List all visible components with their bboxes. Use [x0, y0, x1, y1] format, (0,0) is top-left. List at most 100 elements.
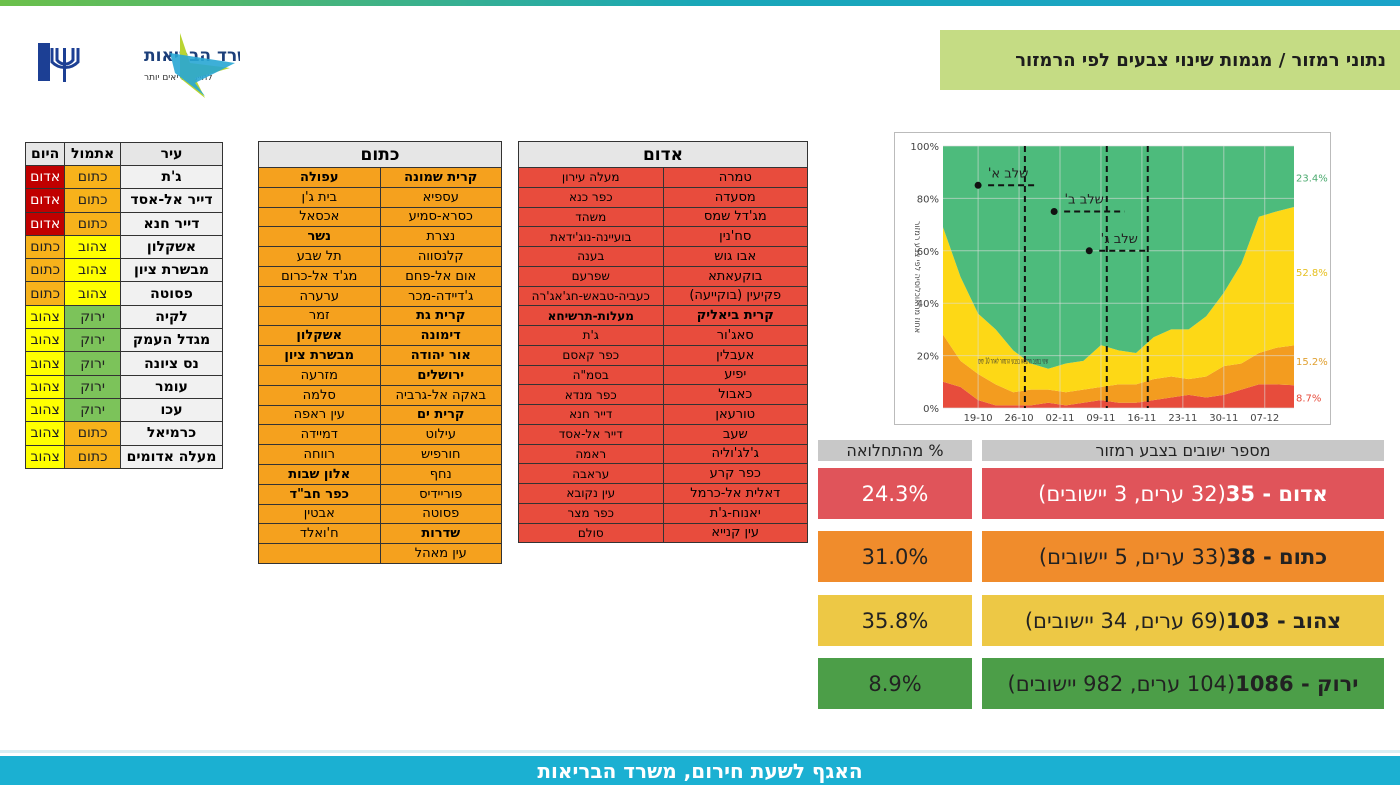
city-cell: ג'ת: [518, 325, 664, 346]
city-cell: נצרת: [379, 226, 502, 248]
table-row: עילוט דמיידה: [258, 424, 502, 446]
table-row: פסוטה אבטין: [258, 503, 502, 525]
city-cell: כעביה-טבאש-חג'אג'רה: [518, 285, 664, 307]
city-cell: סח'נין: [662, 226, 808, 247]
end-value-label: 23.4%: [1296, 173, 1328, 184]
city-cell: עפולה: [258, 167, 381, 188]
city-cell: ערערה: [258, 285, 381, 307]
table-row: סח'נין בועיינה-נוג'ידאת: [518, 226, 808, 247]
city-cell: יאנוח-ג'ת: [662, 502, 808, 524]
yesterday-cell: כתום: [64, 188, 121, 213]
city-cell: בועיינה-נוג'ידאת: [518, 226, 664, 247]
city-cell: קרית ים: [379, 404, 502, 426]
table-row: יפיע בסמ"ה: [518, 364, 808, 386]
table-row: כפר קרע עראבה: [518, 463, 808, 484]
logo-graphic: משרד הבריאות לחיים בריאים יותר: [38, 33, 262, 98]
city-cell: קרית שמונה: [379, 167, 502, 188]
stat-pct-box: 35.8%: [818, 595, 972, 646]
stat-pct-box: 31.0%: [818, 531, 972, 582]
x-tick-label: 16-11: [1127, 413, 1156, 424]
table-row: ג'לג'וליה ראמה: [518, 443, 808, 465]
city-cell: דייר אל-אסד: [120, 188, 223, 213]
footer-divider: [0, 750, 1400, 753]
table-row: עכו ירוק צהוב: [24, 397, 223, 423]
city-cell: ג'דיידה-מכר: [379, 285, 502, 307]
city-cell: [258, 543, 381, 564]
table-row: סאג'ור ג'ת: [518, 325, 808, 346]
top-accent-bar: [0, 0, 1400, 6]
stage-marker: [1085, 247, 1093, 255]
today-cell: כתום: [24, 258, 66, 283]
city-cell: אור יהודה: [379, 345, 502, 366]
stat-detail: (104 ערים, 982 יישובים): [1007, 671, 1236, 696]
stats-header-pct: % מהתחלואה: [818, 440, 972, 461]
table-row: ג'ת כתום אדום: [24, 164, 223, 190]
table-row: יאנוח-ג'ת כפר מצר: [518, 502, 808, 524]
city-cell: ירושלים: [379, 364, 502, 386]
city-cell: חורפיש: [379, 444, 502, 465]
stat-count-box: אדום - 35 (32 ערים, 3 יישובים): [982, 468, 1384, 519]
table-row: קרית גת זמר: [258, 305, 502, 327]
annotation-text: שינוי במצב מתבטא בצבעי הרמזור לאחר 10 ימ…: [978, 356, 1048, 365]
city-cell: זמר: [258, 305, 381, 327]
yesterday-cell: צהוב: [64, 258, 121, 283]
city-cell: בסמ"ה: [518, 364, 664, 386]
city-cell: כאבול: [662, 384, 808, 405]
today-cell: צהוב: [24, 304, 66, 330]
city-cell: מעלה עירון: [518, 167, 664, 188]
stat-detail: (33 ערים, 5 יישובים): [1038, 544, 1227, 569]
city-cell: מבשרת ציון: [258, 345, 381, 366]
city-cell: עראבה: [518, 463, 664, 484]
stage-marker: [1050, 208, 1058, 215]
menorah-emblem-icon: [38, 43, 80, 82]
city-cell: סאג'ור: [662, 325, 808, 346]
table-row: חורפיש רווחה: [258, 444, 502, 465]
svg-text:לחיים בריאים יותר: לחיים בריאים יותר: [144, 73, 212, 83]
y-tick-label: 0%: [923, 404, 939, 415]
area-series-0: [943, 381, 1294, 408]
stat-detail: (69 ערים, 34 יישובים): [1024, 608, 1226, 633]
table-row: שעב דייר אל-אסד: [518, 423, 808, 445]
today-cell: צהוב: [24, 421, 66, 446]
table-row: עומר ירוק צהוב: [24, 374, 223, 399]
table-row: ג'דיידה-מכר ערערה: [258, 285, 502, 307]
yesterday-cell: ירוק: [64, 397, 121, 423]
end-value-label: 8.7%: [1296, 394, 1321, 405]
y-tick-label: 40%: [917, 299, 939, 310]
city-cell: מעלה אדומים: [120, 444, 223, 469]
yesterday-cell: ירוק: [64, 304, 121, 330]
x-tick-label: 26-10: [1005, 413, 1034, 424]
yesterday-cell: כתום: [64, 421, 121, 446]
x-tick-label: 19-10: [964, 413, 993, 424]
city-cell: קרית גת: [379, 305, 502, 327]
city-cell: ג'ת: [120, 164, 223, 190]
yesterday-cell: צהוב: [64, 234, 121, 260]
red-table-title: אדום: [518, 141, 808, 168]
end-value-label: 15.2%: [1296, 357, 1328, 368]
city-change-table: עיר אתמול היום ג'ת כתום אדום דייר אל-אסד כתו…: [24, 142, 223, 469]
header-today: היום: [24, 142, 66, 166]
x-tick-label: 30-11: [1209, 413, 1238, 424]
table-row: עספיא בית ג'ן: [258, 186, 502, 208]
table-row: עין קנייא סולם: [518, 522, 808, 544]
today-cell: אדום: [24, 164, 66, 190]
city-cell: כפר קרע: [662, 463, 808, 484]
stat-pct-box: 8.9%: [818, 658, 972, 709]
y-tick-label: 100%: [910, 142, 939, 153]
city-cell: מעלות-תרשיחא: [518, 305, 664, 326]
city-cell: פסוטה: [120, 281, 223, 306]
orange-cities-table: כתום קרית שמונה עפולה עספיא בית ג'ן כסרא-סמי…: [258, 141, 502, 564]
city-cell: עין מאהל: [379, 543, 502, 564]
table-row: נחף אלון שבות: [258, 463, 502, 485]
ministry-of-health-logo: משרד הבריאות לחיים בריאים יותר: [30, 28, 262, 98]
city-cell: משהד: [518, 206, 664, 228]
x-tick-label: 09-11: [1086, 413, 1115, 424]
yesterday-cell: ירוק: [64, 328, 121, 353]
city-cell: אשקלון: [120, 234, 223, 260]
table-row: פסוטה צהוב כתום: [24, 281, 223, 306]
city-cell: מגדל העמק: [120, 328, 223, 353]
city-cell: אעבלין: [662, 344, 808, 366]
city-cell: עין נקובא: [518, 483, 664, 504]
table-row: נס ציונה ירוק צהוב: [24, 351, 223, 376]
city-cell: שדרות: [379, 523, 502, 545]
